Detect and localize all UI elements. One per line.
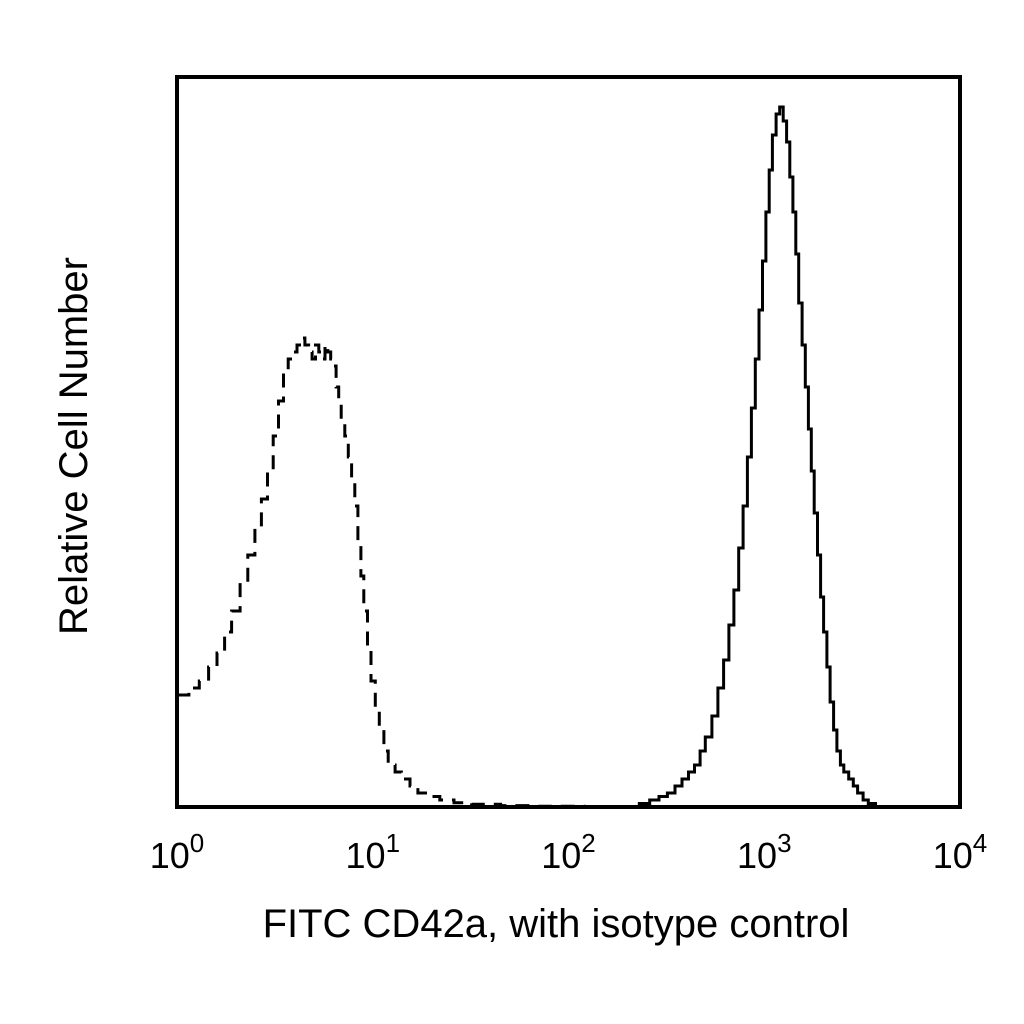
x-tick-label: 100 xyxy=(150,828,205,876)
x-tick-labels: 100 101 102 103 104 xyxy=(150,828,988,876)
x-tick-label: 102 xyxy=(541,828,596,876)
x-tick-label: 101 xyxy=(346,828,401,876)
series-layer xyxy=(177,105,877,809)
plot-frame xyxy=(175,75,962,809)
x-tick-label: 103 xyxy=(737,828,792,876)
cd42a-histogram xyxy=(627,105,877,809)
x-axis-title: FITC CD42a, with isotype control xyxy=(263,902,850,946)
isotype-control-histogram xyxy=(177,336,586,808)
x-tick-label: 104 xyxy=(933,828,988,876)
y-axis-title: Relative Cell Number xyxy=(52,257,96,635)
